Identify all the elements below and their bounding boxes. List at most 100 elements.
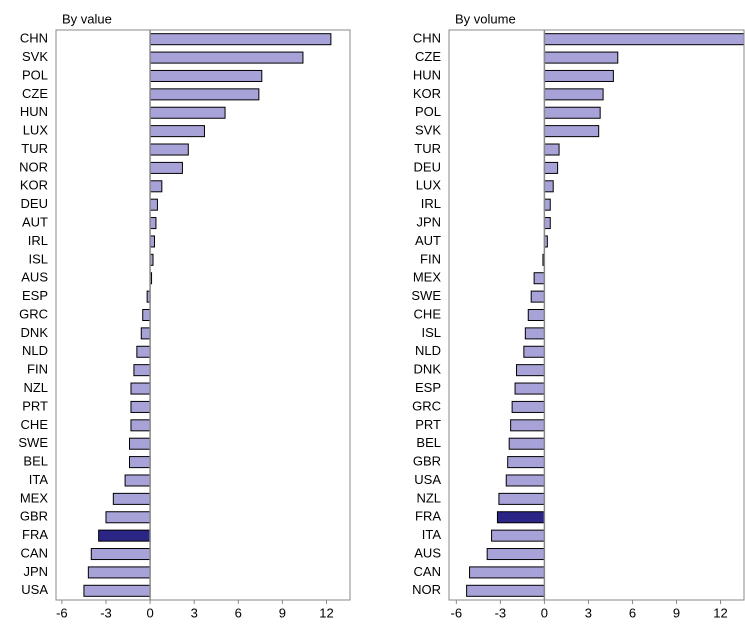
bar	[83, 584, 151, 597]
plot-border	[55, 29, 351, 601]
bar	[149, 88, 260, 101]
bar	[124, 474, 151, 487]
y-tick-label: GBR	[20, 509, 48, 524]
bar	[130, 419, 151, 432]
y-tick-label: PRT	[415, 417, 441, 432]
bar	[543, 161, 559, 174]
bar	[149, 125, 205, 138]
y-tick-label: DEU	[21, 196, 48, 211]
x-tick-label: -3	[100, 605, 112, 620]
bar	[516, 364, 545, 377]
y-tick-label: NOR	[412, 582, 441, 597]
bar	[543, 33, 744, 46]
bar	[140, 327, 151, 340]
bar	[149, 180, 163, 193]
bar	[543, 125, 600, 138]
y-tick-label: FRA	[22, 527, 48, 542]
y-tick-label: NLD	[415, 343, 441, 358]
y-tick-label: HUN	[413, 67, 441, 82]
bar	[149, 106, 226, 119]
y-tick-label: CAN	[21, 545, 48, 560]
bar	[149, 161, 183, 174]
y-tick-label: CHN	[413, 31, 441, 46]
y-tick-label: NLD	[22, 343, 48, 358]
bar	[543, 106, 601, 119]
bar	[130, 400, 151, 413]
bar	[129, 437, 151, 450]
x-tick-label: 3	[585, 605, 592, 620]
y-tick-label: MEX	[413, 270, 442, 285]
y-tick-label: BEL	[23, 454, 48, 469]
bar	[149, 51, 304, 64]
bar	[129, 456, 151, 469]
x-tick-label: 9	[673, 605, 680, 620]
bar	[543, 88, 604, 101]
y-tick-label: BEL	[416, 435, 441, 450]
y-tick-label: KOR	[413, 86, 441, 101]
bar	[511, 400, 545, 413]
bar	[486, 548, 545, 561]
bar	[496, 511, 545, 524]
bar	[142, 308, 151, 322]
bar	[543, 217, 551, 230]
y-tick-label: LUX	[23, 123, 49, 138]
bar	[543, 143, 560, 156]
bar	[133, 364, 151, 377]
bar	[469, 566, 545, 579]
panel-title: By value	[62, 11, 112, 26]
y-tick-label: DEU	[414, 159, 441, 174]
y-tick-label: FIN	[27, 362, 48, 377]
bar	[510, 419, 545, 432]
bar	[112, 492, 151, 505]
x-tick-label: 3	[191, 605, 198, 620]
x-tick-label: -6	[56, 605, 68, 620]
bar	[491, 529, 545, 542]
y-tick-label: TUR	[414, 141, 441, 156]
y-tick-label: CZE	[22, 86, 48, 101]
y-tick-label: USA	[414, 472, 441, 487]
x-tick-label: 12	[319, 605, 333, 620]
y-tick-label: DNK	[21, 325, 49, 340]
y-tick-label: ITA	[422, 527, 442, 542]
y-tick-label: AUS	[21, 270, 48, 285]
bar	[514, 382, 545, 395]
y-tick-label: HUN	[20, 104, 48, 119]
y-tick-label: SWE	[411, 288, 441, 303]
x-tick-label: 9	[279, 605, 286, 620]
x-tick-label: 0	[146, 605, 153, 620]
plot-border	[448, 29, 745, 601]
panel-title: By volume	[455, 11, 516, 26]
y-tick-label: GRC	[19, 306, 48, 321]
y-tick-label: DNK	[414, 362, 442, 377]
y-tick-label: IRL	[421, 196, 441, 211]
plot	[83, 33, 332, 597]
bar	[149, 69, 263, 82]
y-tick-label: GBR	[413, 454, 441, 469]
y-tick-label: ESP	[22, 288, 48, 303]
y-tick-label: ESP	[415, 380, 441, 395]
y-tick-label: IRL	[28, 233, 48, 248]
x-tick-label: 6	[629, 605, 636, 620]
bar	[149, 33, 332, 46]
bar	[543, 198, 551, 211]
bar	[98, 529, 151, 542]
bar	[466, 584, 545, 597]
bar	[149, 217, 157, 230]
x-tick-label: -6	[451, 605, 463, 620]
bar	[136, 345, 151, 358]
bar	[524, 327, 545, 340]
bar	[533, 272, 545, 285]
bar	[149, 198, 158, 211]
bar	[543, 69, 614, 82]
bar	[530, 290, 545, 303]
bar	[523, 345, 545, 358]
x-tick-label: 0	[541, 605, 548, 620]
y-tick-label: CAN	[414, 564, 441, 579]
y-tick-label: MEX	[20, 490, 49, 505]
y-tick-label: ITA	[29, 472, 49, 487]
y-tick-label: GRC	[412, 398, 441, 413]
y-tick-label: USA	[21, 582, 48, 597]
y-tick-label: SWE	[18, 435, 48, 450]
y-tick-label: LUX	[416, 178, 442, 193]
